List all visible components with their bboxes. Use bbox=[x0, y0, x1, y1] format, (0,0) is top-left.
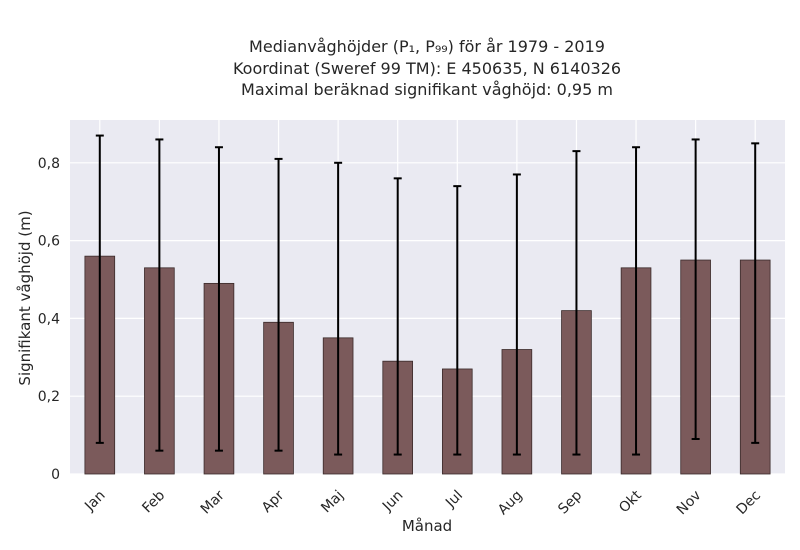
x-axis-label: Månad bbox=[402, 517, 452, 535]
plot-area bbox=[70, 120, 785, 474]
chart-title-line-3: Maximal beräknad signifikant våghöjd: 0,… bbox=[241, 80, 613, 99]
y-tick-label: 0,6 bbox=[38, 234, 60, 250]
x-tick-label: Okt bbox=[616, 487, 645, 516]
x-tick-label: Jan bbox=[81, 488, 108, 515]
y-tick-label: 0,8 bbox=[38, 156, 60, 172]
x-tick-label: Nov bbox=[674, 488, 705, 519]
y-tick-label: 0 bbox=[51, 467, 60, 483]
x-tick-label: Jun bbox=[379, 488, 406, 515]
error-bars bbox=[95, 134, 760, 456]
x-tick-label: Feb bbox=[139, 487, 168, 516]
y-ticks: 0 0,2 0,4 0,6 0,8 bbox=[38, 156, 60, 483]
x-ticks: Jan Feb Mar Apr Maj Jun Jul Aug Sep Okt Nov Dec bbox=[81, 487, 764, 518]
x-tick-label: Apr bbox=[259, 487, 288, 516]
x-tick-label: Mar bbox=[198, 487, 228, 517]
x-tick-label: Dec bbox=[734, 488, 764, 518]
y-tick-label: 0,4 bbox=[38, 311, 60, 327]
x-tick-label: Sep bbox=[555, 487, 585, 517]
chart-title-line-2: Koordinat (Sweref 99 TM): E 450635, N 61… bbox=[233, 59, 621, 78]
x-tick-label: Jul bbox=[442, 488, 466, 512]
y-tick-label: 0,2 bbox=[38, 389, 60, 405]
chart-title-line-1: Medianvåghöjder (P₁, P₉₉) för år 1979 - … bbox=[249, 37, 605, 56]
y-axis-label: Signifikant våghöjd (m) bbox=[16, 210, 34, 385]
x-tick-label: Aug bbox=[495, 488, 526, 519]
x-tick-label: Maj bbox=[318, 488, 347, 517]
